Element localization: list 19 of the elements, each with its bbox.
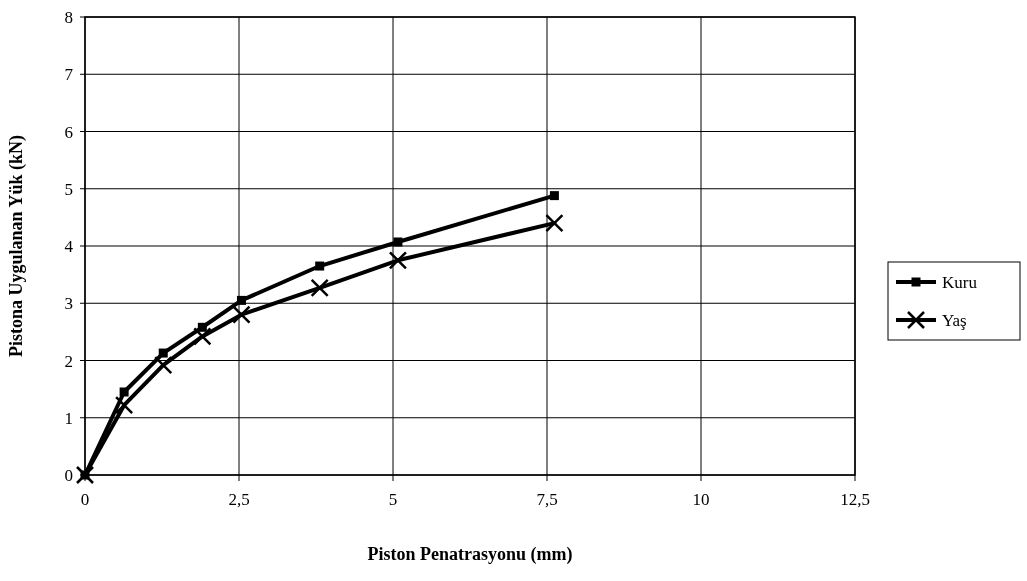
y-tick-label: 5 — [64, 179, 73, 199]
y-tick-label: 2 — [64, 351, 73, 371]
y-tick-label: 3 — [64, 294, 73, 314]
y-tick-label: 8 — [64, 8, 73, 27]
y-axis-title: Pistona Uygulanan Yük (kN) — [6, 135, 27, 357]
x-tick-label: 5 — [388, 490, 398, 509]
x-tick-label: 2,5 — [228, 490, 250, 509]
y-tick-label: 6 — [64, 122, 73, 142]
x-tick-label: 0 — [80, 490, 90, 509]
legend-label: Kuru — [942, 273, 978, 292]
x-tick-label: 12,5 — [840, 490, 870, 509]
x-tick-label: 10 — [692, 490, 710, 509]
legend-label: Yaş — [942, 311, 967, 330]
y-tick-label: 0 — [64, 466, 73, 485]
x-tick-label: 7,5 — [536, 490, 558, 509]
y-tick-label: 4 — [64, 237, 74, 256]
y-tick-label: 7 — [64, 65, 74, 85]
y-tick-label: 1 — [64, 408, 73, 428]
x-axis-title: Piston Penatrasyonu (mm) — [367, 544, 573, 565]
